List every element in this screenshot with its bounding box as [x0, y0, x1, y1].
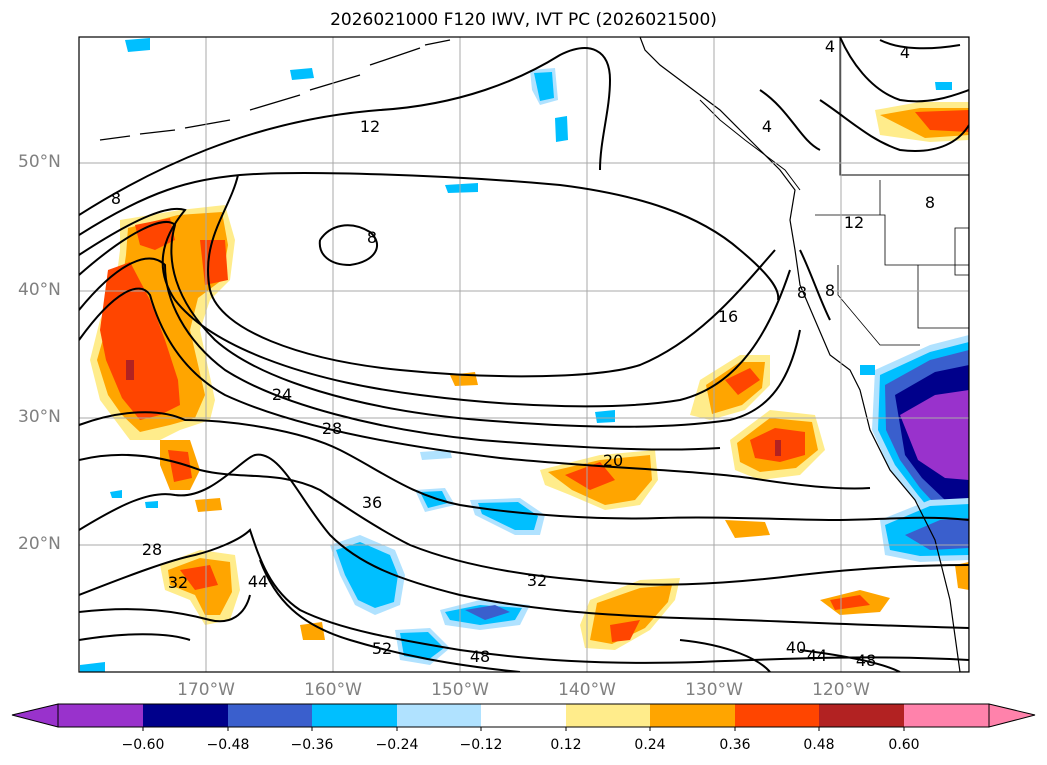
lat-label-40n: 40°N [18, 280, 61, 300]
contour-label: 48 [470, 647, 490, 666]
colorbar-tick-label: −0.24 [375, 737, 419, 753]
contour-label: 12 [844, 213, 864, 232]
contour-label: 32 [168, 573, 188, 592]
contour-label: 8 [111, 189, 121, 208]
lat-label-20n: 20°N [18, 534, 61, 554]
contour-label: 44 [248, 572, 268, 591]
colorbar-tick-label: 0.60 [888, 737, 920, 753]
contour-label: 52 [372, 639, 392, 658]
coastline-land [99, 37, 969, 672]
contour-label: 44 [807, 646, 827, 665]
contour-label: 8 [367, 228, 377, 247]
iwv-contours [79, 37, 969, 672]
positive-anomaly-regions [90, 102, 969, 650]
colorbar-segment [735, 704, 819, 727]
colorbar-segment [58, 704, 143, 727]
contour-label: 28 [322, 419, 342, 438]
contour-label: 24 [272, 385, 292, 404]
negative-anomaly-regions [80, 38, 969, 672]
contour-label: 20 [603, 451, 623, 470]
contour-label: 12 [360, 117, 380, 136]
lat-label-30n: 30°N [18, 407, 61, 427]
colorbar-ticks [142, 727, 905, 731]
map-plot-area [79, 37, 969, 672]
lon-label-130w: 130°W [685, 680, 743, 700]
contour-label-layer: 4 4 4 8 8 8 8 8 12 12 16 20 24 28 28 32 … [111, 37, 935, 670]
contour-label: 8 [925, 193, 935, 212]
lon-label-150w: 150°W [431, 680, 489, 700]
contour-label: 8 [825, 281, 835, 300]
contour-label: 28 [142, 540, 162, 559]
lon-label-170w: 170°W [177, 680, 235, 700]
colorbar [11, 703, 1036, 731]
colorbar-tick-label: 0.12 [550, 737, 582, 753]
contour-label: 4 [825, 37, 835, 56]
map-frame [78, 36, 970, 673]
colorbar-tick-label: 0.24 [634, 737, 666, 753]
colorbar-segment [143, 704, 228, 727]
contour-label: 4 [900, 43, 910, 62]
contour-label: 36 [362, 493, 382, 512]
colorbar-segment [819, 704, 904, 727]
lat-label-50n: 50°N [18, 152, 61, 172]
colorbar-segment [566, 704, 650, 727]
colorbar-segment [228, 704, 312, 727]
colorbar-extend-max [988, 703, 1036, 728]
colorbar-frame [57, 703, 990, 728]
colorbar-segment [312, 704, 397, 727]
colorbar-tick-label: −0.12 [459, 737, 503, 753]
colorbar-segment [397, 704, 481, 727]
lon-label-120w: 120°W [812, 680, 870, 700]
contour-label: 16 [718, 307, 738, 326]
colorbar-tick-label: −0.48 [206, 737, 250, 753]
colorbar-tick-label: −0.36 [290, 737, 334, 753]
colorbar-tick-label: 0.36 [719, 737, 751, 753]
contour-label: 4 [762, 117, 772, 136]
lon-label-140w: 140°W [558, 680, 616, 700]
colorbar-tick-label: 0.48 [803, 737, 835, 753]
contour-label: 40 [786, 638, 806, 657]
map-title: 2026021000 F120 IWV, IVT PC (2026021500) [330, 10, 717, 30]
colorbar-segment [481, 704, 566, 727]
colorbar-tick-label: −0.60 [121, 737, 165, 753]
contour-label: 8 [797, 283, 807, 302]
contour-label: 48 [856, 651, 876, 670]
colorbar-segment [904, 704, 989, 727]
colorbar-extend-min [11, 703, 59, 728]
colorbar-segment [650, 704, 735, 727]
lon-label-160w: 160°W [304, 680, 362, 700]
contour-label: 32 [527, 571, 547, 590]
